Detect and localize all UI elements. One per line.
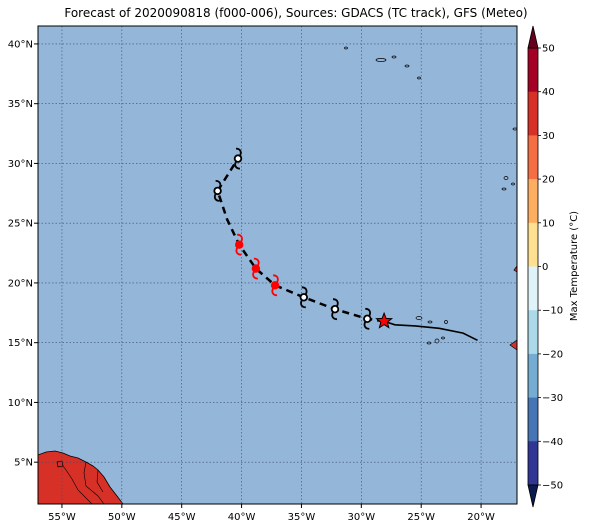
y-tick-label: 35°N bbox=[8, 99, 33, 110]
colorbar-band bbox=[528, 310, 538, 355]
colorbar-tick-label: −40 bbox=[542, 437, 563, 448]
colorbar-band bbox=[528, 91, 538, 136]
colorbar-tick-label: −50 bbox=[542, 481, 563, 492]
observed-track-line bbox=[383, 320, 478, 342]
azores-islands bbox=[344, 46, 517, 191]
hurricane-symbol bbox=[270, 274, 280, 297]
region-border bbox=[96, 469, 104, 493]
x-tick-label: 40°W bbox=[228, 512, 256, 523]
gridlines bbox=[38, 26, 517, 504]
x-tick-label: 30°W bbox=[348, 512, 376, 523]
africa-coast bbox=[513, 265, 517, 273]
ocean-area bbox=[38, 26, 517, 504]
y-tick-label: 30°N bbox=[8, 159, 33, 170]
storm-symbols bbox=[213, 147, 372, 330]
region-border bbox=[59, 461, 93, 504]
colorbar-tick-label: 0 bbox=[542, 262, 548, 273]
colorbar-max-extension bbox=[527, 25, 539, 49]
y-tick-label: 15°N bbox=[8, 338, 33, 349]
x-tick-label: 50°W bbox=[108, 512, 136, 523]
colorbar-band bbox=[528, 266, 538, 311]
storm-symbol bbox=[233, 147, 243, 170]
colorbar-band bbox=[528, 353, 538, 399]
colorbar-tick-label: 30 bbox=[542, 131, 555, 142]
storm-symbol bbox=[299, 286, 308, 309]
colorbar: 50 40 30 20 10 0 −10 −20 −30 −40 −50 bbox=[527, 25, 563, 508]
colorbar-tick-label: −10 bbox=[542, 306, 563, 317]
x-tick-label: 20°W bbox=[467, 512, 495, 523]
y-axis-ticks: 5°N 10°N 15°N 20°N 25°N 30°N 35°N 40°N bbox=[8, 39, 38, 469]
colorbar-tick-label: −20 bbox=[542, 349, 563, 360]
y-tick-label: 25°N bbox=[8, 219, 33, 230]
colorbar-band bbox=[528, 48, 538, 93]
storm-symbol bbox=[363, 307, 372, 330]
x-axis-ticks: 55°W 50°W 45°W 40°W 35°W 30°W 25°W 20°W bbox=[48, 504, 495, 523]
region-border bbox=[83, 461, 105, 504]
x-tick-label: 25°W bbox=[407, 512, 435, 523]
colorbar-band bbox=[528, 441, 538, 486]
x-tick-label: 55°W bbox=[48, 512, 76, 523]
colorbar-band bbox=[528, 179, 538, 224]
current-position-star bbox=[375, 311, 394, 329]
hurricane-symbol bbox=[234, 233, 244, 256]
y-tick-label: 5°N bbox=[14, 458, 33, 469]
y-tick-label: 10°N bbox=[8, 398, 33, 409]
cape-verde-islands bbox=[415, 316, 448, 345]
storm-symbol bbox=[330, 298, 340, 321]
colorbar-tick-label: −30 bbox=[542, 393, 563, 404]
colorbar-tick-label: 10 bbox=[542, 218, 555, 229]
map-title: Forecast of 2020090818 (f000-006), Sourc… bbox=[64, 6, 528, 20]
colorbar-tick-label: 50 bbox=[542, 44, 555, 55]
colorbar-tick-label: 40 bbox=[542, 87, 555, 98]
y-tick-label: 40°N bbox=[8, 39, 33, 50]
hurricane-symbol bbox=[251, 257, 261, 280]
colorbar-band bbox=[528, 222, 538, 267]
colorbar-label: Max Temperature (°C) bbox=[569, 211, 580, 321]
map-content bbox=[38, 26, 517, 504]
map-frame bbox=[37, 25, 518, 505]
colorbar-band bbox=[528, 397, 538, 442]
storm-symbol bbox=[213, 179, 222, 202]
x-tick-label: 45°W bbox=[168, 512, 196, 523]
y-tick-label: 20°N bbox=[8, 278, 33, 289]
x-tick-label: 35°W bbox=[288, 512, 316, 523]
colorbar-band bbox=[528, 135, 538, 180]
colorbar-min-extension bbox=[527, 484, 539, 508]
trinidad-island bbox=[56, 460, 64, 468]
colorbar-tick-label: 20 bbox=[542, 175, 555, 186]
